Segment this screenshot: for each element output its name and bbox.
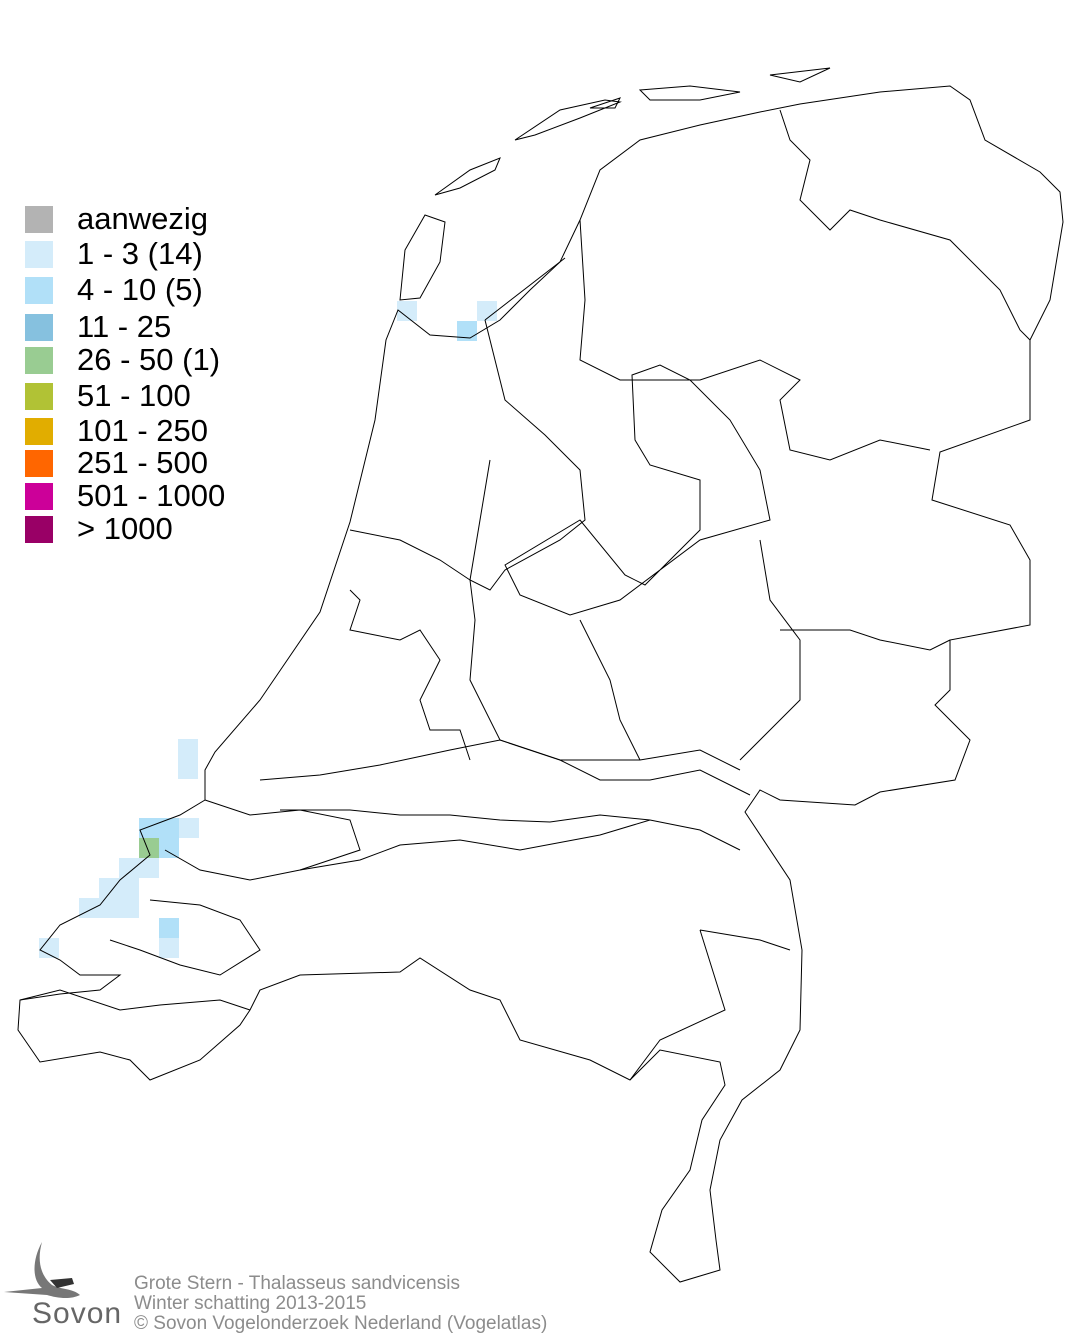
afsluitdijk (484, 257, 566, 321)
season-text: Winter schatting 2013-2015 (134, 1293, 367, 1314)
grid-cell (179, 818, 199, 838)
legend-swatch (25, 417, 53, 445)
island-vlieland (434, 157, 501, 196)
province-border-overijssel (780, 629, 951, 651)
grid-cell (119, 878, 139, 898)
island-ameland (589, 97, 621, 109)
legend-swatch (25, 313, 53, 341)
legend-swatch (25, 240, 53, 268)
legend-label: 101 - 250 (77, 413, 208, 448)
legend-item: > 1000 (25, 513, 173, 544)
legend-item: 501 - 1000 (25, 480, 225, 511)
grid-cell (39, 938, 59, 958)
map-outlines (17, 67, 1064, 1283)
river-rhine (259, 739, 751, 796)
brabant-limburg-border (629, 929, 791, 1081)
legend-swatch (25, 382, 53, 410)
grid-cell (139, 858, 159, 878)
legend-swatch (25, 205, 53, 233)
legend-item: aanwezig (25, 203, 208, 234)
legend-item: 101 - 250 (25, 415, 208, 446)
island-rottumeroog (769, 67, 831, 83)
island-terschelling (514, 99, 622, 141)
ijsselmeer-shore (469, 319, 586, 591)
legend-item: 1 - 3 (14) (25, 238, 203, 269)
species-name: Grote Stern - Thalasseus sandvicensis (134, 1273, 460, 1294)
grid-cell (159, 918, 179, 938)
grid-cell (178, 739, 198, 759)
grid-cell (119, 858, 139, 878)
legend-swatch (25, 346, 53, 374)
legend-label: 251 - 500 (77, 445, 208, 480)
grid-cell (159, 938, 179, 958)
river-maas (299, 819, 651, 871)
legend-item: 11 - 25 (25, 311, 171, 342)
swallow-icon (4, 1242, 80, 1299)
flevoland (504, 364, 771, 616)
grid-cell (178, 759, 198, 779)
grid-cell (477, 301, 497, 321)
province-border-utrecht (349, 589, 471, 761)
grid-cells (39, 301, 497, 958)
grid-cell (397, 301, 417, 321)
legend-swatch (25, 449, 53, 477)
island-schiermonnikoog (638, 85, 741, 101)
country-outline (17, 85, 1064, 1283)
legend-label: 1 - 3 (14) (77, 236, 203, 271)
logo-text: Sovon (32, 1297, 123, 1330)
province-border-gelderland (579, 539, 801, 761)
legend-label: 11 - 25 (77, 309, 172, 344)
grid-cell (99, 878, 119, 898)
grid-cell (139, 838, 159, 858)
legend-label: 26 - 50 (1) (77, 342, 221, 377)
legend-swatch (25, 276, 53, 304)
grid-cell (79, 898, 99, 918)
grid-cell (457, 321, 477, 341)
grid-cell (159, 838, 179, 858)
province-border-groningen (779, 109, 1031, 341)
province-border-holland (349, 529, 741, 771)
zeeland-islands (19, 799, 361, 1011)
grid-cell (159, 818, 179, 838)
legend-item: 51 - 100 (25, 380, 191, 411)
copyright-text: © Sovon Vogelonderzoek Nederland (Vogela… (134, 1313, 548, 1334)
grid-cell (99, 898, 119, 918)
grid-cell (139, 818, 159, 838)
legend-label: > 1000 (77, 511, 173, 546)
river-waal (280, 809, 741, 851)
legend-swatch (25, 482, 53, 510)
legend-swatch (25, 515, 53, 543)
province-border-friesland (579, 219, 931, 461)
legend-item: 26 - 50 (1) (25, 344, 220, 375)
grid-cell (119, 898, 139, 918)
legend-label: 51 - 100 (77, 378, 191, 413)
legend-item: 4 - 10 (5) (25, 274, 203, 305)
legend-item: 251 - 500 (25, 447, 208, 478)
legend-label: aanwezig (77, 201, 208, 236)
island-texel (399, 214, 446, 301)
legend-label: 501 - 1000 (77, 478, 226, 513)
legend-label: 4 - 10 (5) (77, 272, 203, 307)
